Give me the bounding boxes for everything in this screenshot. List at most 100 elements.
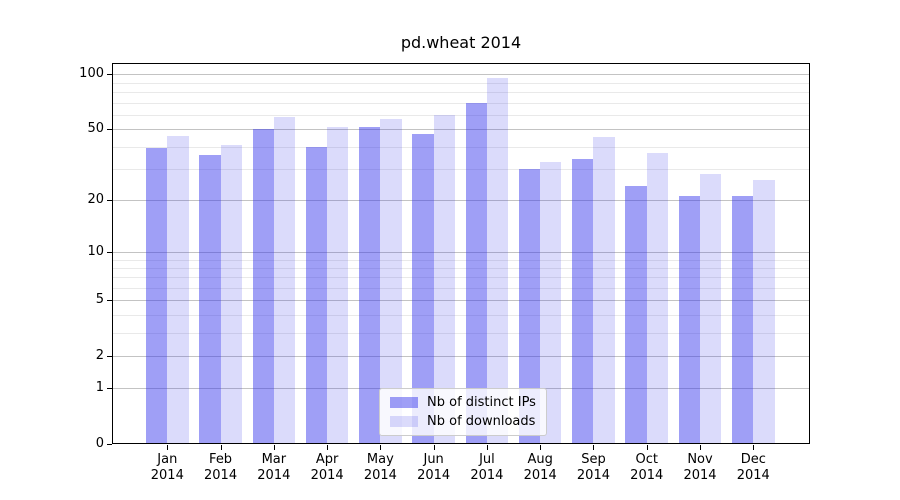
bar-distinct-ips <box>731 196 754 444</box>
x-tick-label-month: Sep <box>581 452 606 467</box>
x-tick-label-year: 2014 <box>683 468 717 483</box>
gridline-minor <box>112 277 810 279</box>
x-tick-label-month: Feb <box>209 452 233 467</box>
x-tick-mark <box>540 445 542 450</box>
x-tick-mark <box>700 445 701 450</box>
bar-distinct-ips <box>305 146 328 444</box>
x-tick-label-year: 2014 <box>363 468 397 483</box>
y-tick-label: 5 <box>95 292 104 308</box>
x-tick-label-month: Apr <box>315 452 339 467</box>
bar-downloads <box>593 137 615 444</box>
y-tick-mark <box>107 444 112 445</box>
gridline-minor <box>112 146 810 148</box>
x-tick-label: Jun 2014 <box>404 452 464 484</box>
y-tick-mark <box>107 74 112 76</box>
bar-downloads <box>273 117 296 444</box>
x-tick-label-year: 2014 <box>257 468 291 483</box>
x-tick-label-year: 2014 <box>576 468 610 483</box>
bar-distinct-ips <box>465 102 487 444</box>
gridline-minor <box>112 259 810 261</box>
x-tick-label-year: 2014 <box>204 468 238 483</box>
bar-distinct-ips <box>199 154 221 444</box>
bar-downloads <box>433 114 455 444</box>
bar-distinct-ips <box>678 196 700 444</box>
x-tick-mark <box>380 445 382 450</box>
gridline-minor <box>112 315 810 317</box>
bar-downloads <box>646 152 669 444</box>
bar-downloads <box>167 135 189 444</box>
y-tick-label: 1 <box>95 380 104 396</box>
legend-item-distinct-ips: Nb of distinct IPs <box>390 395 536 410</box>
x-tick-label-year: 2014 <box>523 468 557 483</box>
plot-area <box>112 63 810 444</box>
gridline-major <box>112 129 810 131</box>
x-tick-mark <box>486 445 488 450</box>
y-tick-label: 20 <box>87 192 104 208</box>
x-tick-label-month: Jan <box>157 452 178 467</box>
bar-distinct-ips <box>518 168 541 444</box>
y-tick-mark <box>107 300 112 302</box>
gridline-minor <box>112 267 810 269</box>
x-tick-label-month: Jun <box>423 452 444 467</box>
x-tick-label-year: 2014 <box>417 468 451 483</box>
x-tick-label: Feb 2014 <box>191 452 251 484</box>
legend-swatch-distinct-ips <box>390 397 418 408</box>
legend-item-downloads: Nb of downloads <box>390 414 536 429</box>
x-tick-label: May 2014 <box>350 452 410 484</box>
x-tick-label-month: Aug <box>527 452 553 467</box>
gridline-minor <box>112 82 810 84</box>
bar-distinct-ips <box>625 186 647 444</box>
gridline-minor <box>112 102 810 104</box>
x-tick-label-year: 2014 <box>630 468 664 483</box>
y-tick-label: 0 <box>95 436 104 451</box>
bar-distinct-ips <box>359 127 381 444</box>
legend-label-downloads: Nb of downloads <box>427 414 536 429</box>
legend-swatch-downloads <box>390 416 418 427</box>
bar-distinct-ips <box>252 129 274 444</box>
x-tick-label-month: Nov <box>687 452 713 467</box>
x-tick-mark <box>327 445 329 450</box>
x-tick-label-month: May <box>366 452 394 467</box>
bar-downloads <box>380 118 402 444</box>
gridline-major <box>112 200 810 202</box>
x-tick-label: Oct 2014 <box>617 452 677 484</box>
y-tick-mark <box>107 251 112 253</box>
x-tick-label-year: 2014 <box>736 468 770 483</box>
x-tick-label-year: 2014 <box>150 468 184 483</box>
x-tick-label: Dec 2014 <box>723 452 783 484</box>
x-tick-label: Apr 2014 <box>297 452 357 484</box>
x-tick-label-month: Oct <box>635 452 658 467</box>
bar-downloads <box>220 144 242 444</box>
bar-downloads <box>753 179 775 444</box>
x-tick-label-month: Mar <box>261 452 287 467</box>
bar-distinct-ips <box>572 159 594 444</box>
bar-downloads <box>700 174 722 444</box>
x-tick-mark <box>433 445 435 450</box>
bar-downloads <box>540 161 562 444</box>
y-tick-mark <box>107 388 112 390</box>
x-tick-mark <box>273 445 275 450</box>
x-tick-mark <box>593 445 595 450</box>
x-tick-label: Jan 2014 <box>137 452 197 484</box>
gridline-major <box>112 355 810 357</box>
x-tick-label: Sep 2014 <box>563 452 623 484</box>
gridline-major <box>112 74 810 76</box>
x-tick-label: Jul 2014 <box>457 452 517 484</box>
x-tick-label-year: 2014 <box>310 468 344 483</box>
y-tick-label: 50 <box>87 121 104 137</box>
chart-title: pd.wheat 2014 <box>400 33 522 52</box>
y-tick-label: 100 <box>79 66 104 82</box>
gridline-minor <box>112 332 810 334</box>
legend-label-distinct-ips: Nb of distinct IPs <box>427 395 536 410</box>
x-tick-label: Nov 2014 <box>670 452 730 484</box>
x-tick-label-month: Dec <box>740 452 766 467</box>
y-tick-label: 2 <box>95 347 104 363</box>
x-tick-label: Aug 2014 <box>510 452 570 484</box>
x-tick-mark <box>167 445 169 450</box>
gridline-major <box>112 300 810 302</box>
x-tick-mark <box>646 445 648 450</box>
bar-distinct-ips <box>412 133 434 444</box>
y-tick-mark <box>107 129 112 131</box>
gridline-minor <box>112 91 810 93</box>
